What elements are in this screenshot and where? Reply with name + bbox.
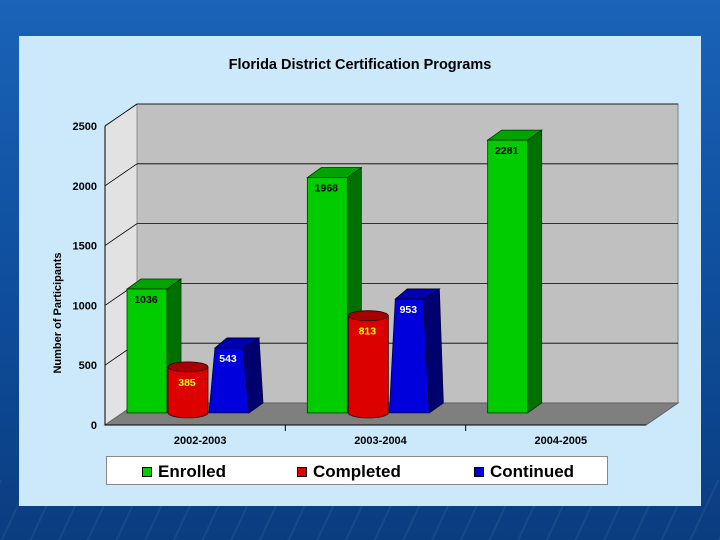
- grid-diagonal: [104, 163, 138, 187]
- bar-side: [527, 129, 543, 414]
- legend-label-enrolled: Enrolled: [158, 462, 227, 481]
- bar: [126, 288, 168, 414]
- bar: [306, 177, 348, 414]
- legend-swatch-enrolled: [142, 466, 152, 477]
- bar-top: [347, 310, 389, 322]
- data-label: 385: [178, 377, 196, 389]
- data-label: 543: [219, 353, 237, 365]
- bar: [208, 347, 250, 414]
- legend-label-continued: Continued: [490, 462, 575, 481]
- y-tick-label: 1500: [73, 241, 97, 253]
- y-tick-label: 0: [91, 420, 97, 432]
- x-category-label: 2003-2004: [354, 435, 407, 447]
- chart-panel: Florida District Certification Programs …: [19, 36, 701, 506]
- data-label: 2281: [495, 145, 519, 157]
- x-category-label: 2004-2005: [535, 435, 588, 447]
- data-label: 1036: [134, 294, 158, 306]
- grid-diagonal: [104, 103, 138, 127]
- legend-item-continued: Continued: [474, 463, 574, 480]
- grid-diagonal: [104, 223, 138, 246]
- data-label: 953: [400, 304, 418, 316]
- plot-area: 0 500 1000 1500 2000 2500 2002-2003 2003-2004 20…: [73, 103, 680, 447]
- y-tick-label: 2000: [73, 181, 97, 193]
- chart-title: Florida District Certification Programs: [229, 57, 492, 73]
- bar-top: [167, 361, 209, 373]
- legend-swatch-completed: [297, 466, 307, 477]
- legend-item-completed: Completed: [297, 463, 401, 480]
- y-tick-label: 500: [79, 360, 97, 372]
- bar: [388, 298, 430, 414]
- bar: [167, 366, 209, 419]
- legend-label-completed: Completed: [313, 462, 401, 481]
- bar: [487, 139, 529, 414]
- y-axis-label: Number of Participants: [52, 252, 64, 373]
- bar-chart: Florida District Certification Programs …: [52, 57, 680, 447]
- x-category-label: 2002-2003: [174, 435, 227, 447]
- bar: [347, 315, 389, 419]
- legend: Enrolled Completed Continued: [106, 456, 608, 485]
- y-tick-label: 1000: [73, 300, 97, 312]
- legend-item-enrolled: Enrolled: [142, 463, 226, 480]
- data-label: 1968: [315, 183, 339, 195]
- data-label: 813: [359, 326, 377, 338]
- legend-swatch-continued: [474, 466, 484, 477]
- y-tick-label: 2500: [73, 121, 97, 133]
